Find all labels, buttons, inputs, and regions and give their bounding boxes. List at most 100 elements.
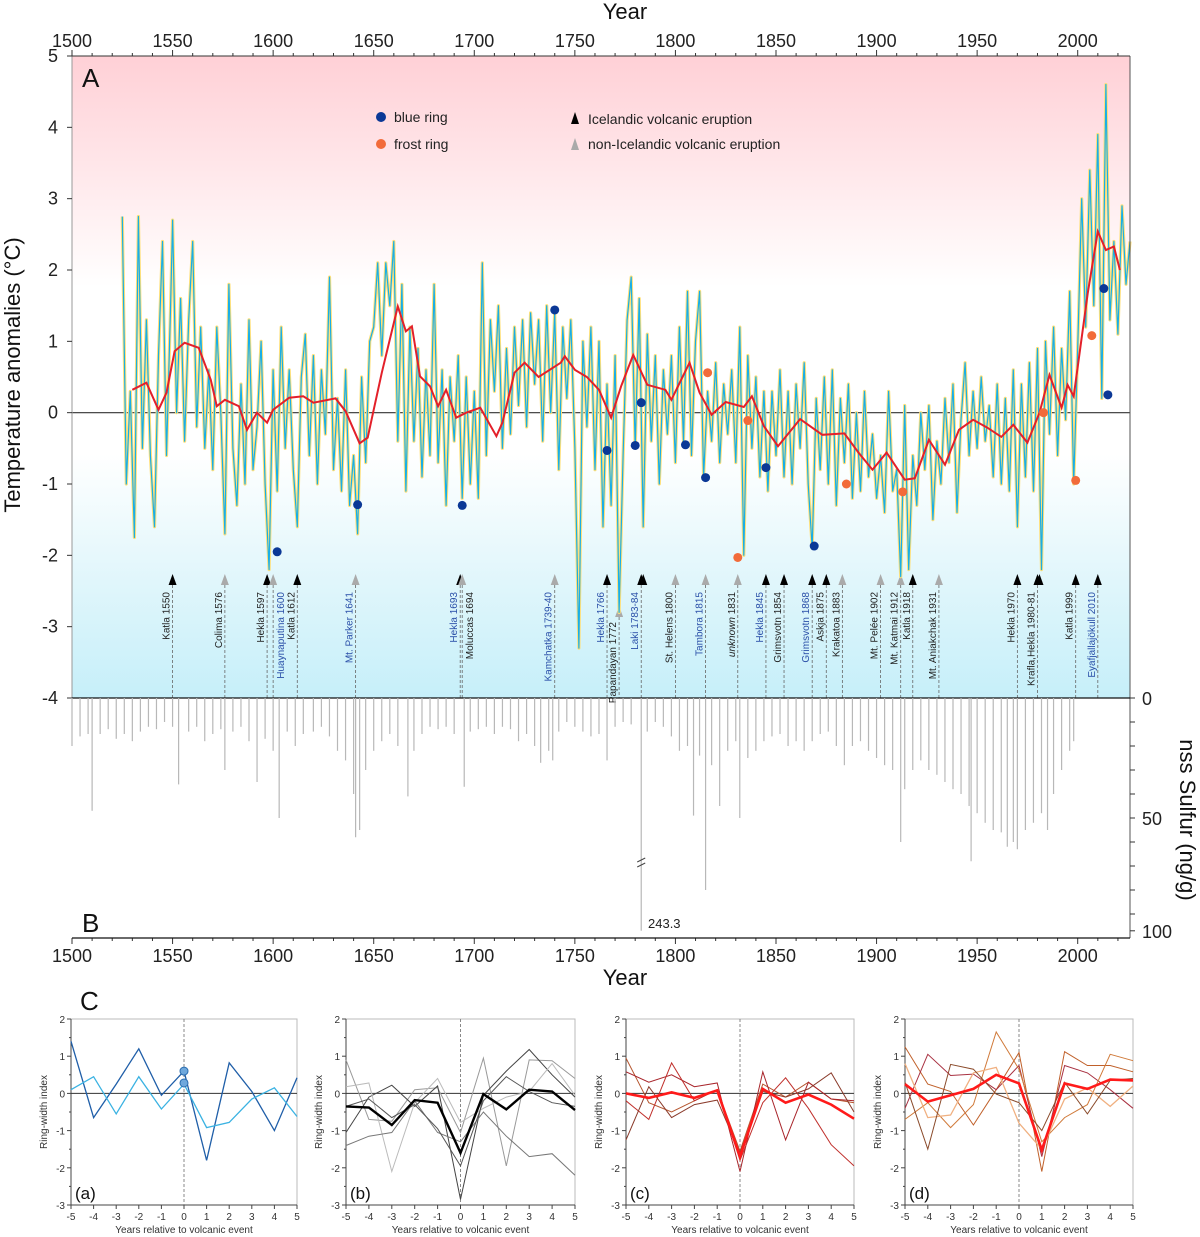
x-tick-label: 5 xyxy=(294,1212,300,1223)
x-tick-label: -1 xyxy=(713,1212,722,1223)
eruption-triangle-icon xyxy=(822,574,831,585)
y-tick-label: -3 xyxy=(42,617,58,637)
ring-width-plot-b: -3 -2 -1 0 1 2 -5 -4 -3 -2 -1 0 1 2 3 4 5 Years relative … xyxy=(314,1015,578,1236)
y-tick-label: -2 xyxy=(42,545,58,565)
ring-width-series xyxy=(345,1088,576,1156)
y-tick-label: -3 xyxy=(890,1201,899,1212)
x-tick-label: 3 xyxy=(1085,1212,1091,1223)
eruption-triangle-icon xyxy=(808,574,817,585)
top-x-tick-label: 1650 xyxy=(354,31,394,51)
x-tick-label: -5 xyxy=(67,1212,76,1223)
eruption-label: Krakatoa 1883 xyxy=(831,592,842,657)
x-tick-label: -4 xyxy=(923,1212,932,1223)
top-x-tick-label: 1600 xyxy=(253,31,293,51)
panel-a-letter: A xyxy=(82,63,100,93)
y-tick-label: -4 xyxy=(42,688,58,708)
y-tick-label: 2 xyxy=(614,1015,620,1026)
blue-ring-marker xyxy=(809,541,819,551)
frost-ring-marker xyxy=(1039,408,1049,418)
ring-width-series xyxy=(904,1073,1134,1154)
panel-label: (a) xyxy=(75,1184,96,1203)
x-tick-label: 5 xyxy=(1130,1212,1136,1223)
eruption-triangle-icon xyxy=(876,574,885,585)
frost-ring-marker xyxy=(898,487,908,497)
y-tick-label: 0 xyxy=(334,1089,340,1100)
x-tick-label: -4 xyxy=(644,1212,653,1223)
eruption-triangle-icon xyxy=(1013,574,1022,585)
x-tick-label: -3 xyxy=(667,1212,676,1223)
legend: blue ring frost ring Icelandic volcanic … xyxy=(376,109,780,152)
axis-break-mark xyxy=(637,862,646,868)
eruption-label-rest: 1831 xyxy=(727,592,738,617)
bottom-x-tick-label: 1550 xyxy=(153,946,193,966)
legend-blue-ring-marker xyxy=(376,112,386,122)
x-tick-label: 1 xyxy=(481,1212,487,1223)
bottom-x-tick-label: 1850 xyxy=(756,946,796,966)
eruption-triangle-icon xyxy=(780,574,789,585)
x-tick-label: 0 xyxy=(737,1212,743,1223)
top-x-tick-label: 1850 xyxy=(756,31,796,51)
x-tick-label: 3 xyxy=(249,1212,255,1223)
y-tick-label: 2 xyxy=(893,1015,899,1026)
eruption-label: Hekla 1766 xyxy=(596,592,607,643)
smoothed-temperature-series xyxy=(131,227,1121,481)
x-tick-label: -4 xyxy=(89,1212,98,1223)
y-tick-label: 2 xyxy=(334,1015,340,1026)
x-axis-title: Years relative to volcanic event xyxy=(392,1225,530,1236)
eruption-label: Hekla 1693 xyxy=(449,592,460,643)
y-tick-label: -1 xyxy=(611,1127,620,1138)
blue-ring-marker xyxy=(636,398,646,408)
y-axis-title: Ring-width index xyxy=(873,1075,884,1149)
eruption-label: Laki 1783-84 xyxy=(630,592,641,650)
eruption-triangle-icon xyxy=(896,574,905,585)
ring-width-series xyxy=(904,1063,1134,1151)
y-tick-label: 0 xyxy=(614,1089,620,1100)
legend-frost-ring-marker xyxy=(376,139,386,149)
blue-ring-marker xyxy=(1103,390,1113,400)
frost-ring-marker xyxy=(1087,331,1097,341)
blue-ring-marker xyxy=(761,463,771,473)
frost-ring-marker xyxy=(733,552,743,562)
x-tick-label: 3 xyxy=(806,1212,812,1223)
x-tick-label: -2 xyxy=(969,1212,978,1223)
ring-width-series xyxy=(625,1086,855,1161)
x-tick-label: 1 xyxy=(760,1212,766,1223)
y-tick-label: 0 xyxy=(893,1089,899,1100)
x-tick-label: 2 xyxy=(783,1212,789,1223)
annual-temperature-series xyxy=(121,83,1131,649)
eruption-label-italic: unknown xyxy=(727,617,738,657)
panel-label: (c) xyxy=(630,1184,650,1203)
ring-width-series xyxy=(345,1099,576,1176)
y-tick-label: 0 xyxy=(59,1089,65,1100)
y-tick-label: -1 xyxy=(56,1127,65,1138)
eruption-label: Mt. Aniakchak 1931 xyxy=(928,592,939,680)
eruption-triangle-icon xyxy=(220,574,229,585)
x-tick-label: -2 xyxy=(134,1212,143,1223)
eruption-label: Katla 1918 xyxy=(902,592,913,640)
eruption-label: Grimsvotn 1868 xyxy=(801,592,812,663)
bottom-x-tick-label: 1900 xyxy=(857,946,897,966)
sulfur-tick-label: 0 xyxy=(1142,689,1152,709)
eruption-label: Papandayan 1772 xyxy=(608,622,619,704)
bottom-x-tick-label: 1500 xyxy=(52,946,92,966)
bottom-x-tick-label: 1600 xyxy=(253,946,293,966)
ring-width-plot-d: -3 -2 -1 0 1 2 -5 -4 -3 -2 -1 0 1 2 3 4 5 Years relative … xyxy=(873,1015,1136,1236)
x-tick-label: 1 xyxy=(204,1212,210,1223)
y-tick-label: 1 xyxy=(334,1052,340,1063)
eruption-triangle-icon xyxy=(908,574,917,585)
eruption-triangle-icon xyxy=(351,574,360,585)
frost-ring-marker xyxy=(1071,475,1081,485)
legend-non-icelandic-triangle-icon xyxy=(571,138,579,150)
blue-ring-marker xyxy=(353,500,363,510)
x-tick-label: -3 xyxy=(946,1212,955,1223)
y-tick-label: -3 xyxy=(331,1201,340,1212)
x-tick-label: -3 xyxy=(387,1212,396,1223)
eruption-label: Tambora 1815 xyxy=(695,592,706,656)
panel-label: (b) xyxy=(350,1184,371,1203)
eruption-triangle-icon xyxy=(671,574,680,585)
legend-blue-ring-label: blue ring xyxy=(394,109,448,125)
top-x-tick-label: 1750 xyxy=(555,31,595,51)
x-tick-label: 4 xyxy=(549,1212,555,1223)
x-tick-label: -1 xyxy=(157,1212,166,1223)
